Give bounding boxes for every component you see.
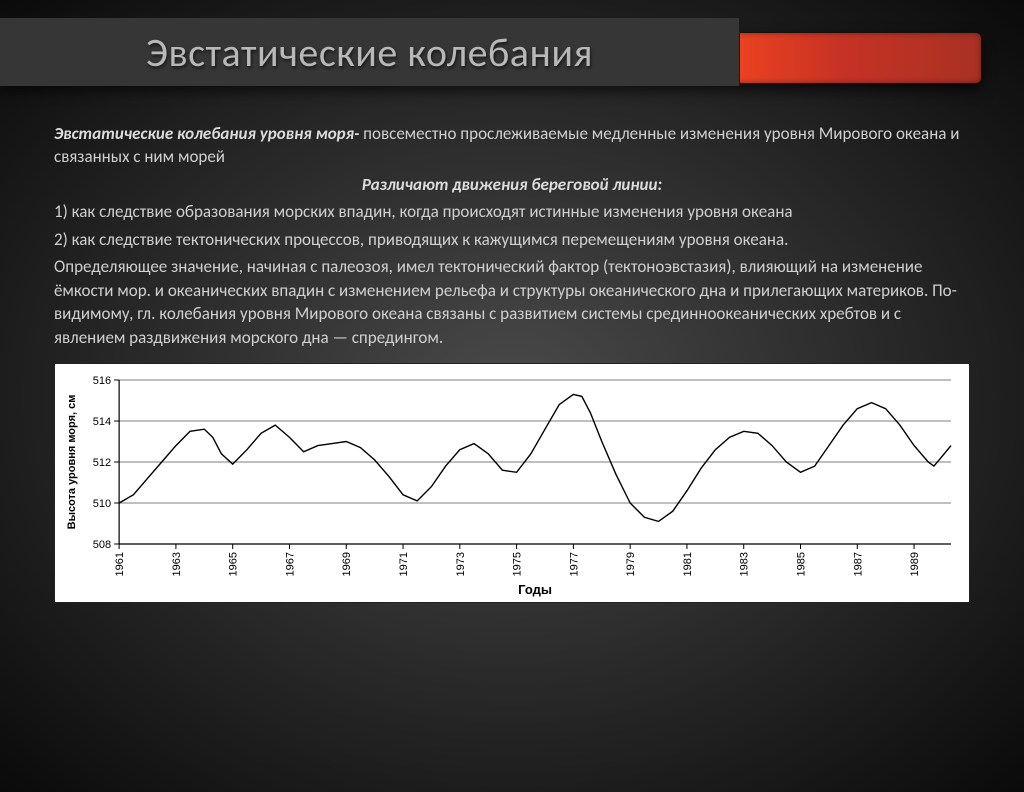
svg-text:1983: 1983 <box>739 552 751 576</box>
chart-container: 508 510 512 514 516 1961 1963 1965 1967 1969 1971 1… <box>54 363 970 603</box>
intro-paragraph: Эвстатические колебания уровня моря- пов… <box>54 122 970 169</box>
svg-text:1965: 1965 <box>228 552 240 576</box>
svg-text:1963: 1963 <box>171 552 183 576</box>
svg-text:1987: 1987 <box>852 552 864 576</box>
title-cover: Эвстатические колебания <box>0 18 740 86</box>
svg-text:514: 514 <box>93 416 111 428</box>
svg-text:Высота уровня моря, см: Высота уровня моря, см <box>66 395 78 530</box>
svg-text:1979: 1979 <box>625 552 637 576</box>
svg-text:1989: 1989 <box>909 552 921 576</box>
svg-text:1971: 1971 <box>398 552 410 576</box>
svg-text:516: 516 <box>93 375 111 387</box>
svg-text:1985: 1985 <box>796 552 808 576</box>
svg-text:1977: 1977 <box>568 552 580 576</box>
svg-text:1981: 1981 <box>682 552 694 576</box>
svg-text:510: 510 <box>93 498 111 510</box>
svg-text:1969: 1969 <box>341 552 353 576</box>
subheader: Различают движения береговой линии: <box>54 173 970 196</box>
svg-text:1973: 1973 <box>455 552 467 576</box>
svg-text:Годы: Годы <box>518 582 552 597</box>
svg-text:508: 508 <box>93 539 111 551</box>
content-area: Эвстатические колебания уровня моря- пов… <box>0 96 1024 349</box>
sea-level-chart: 508 510 512 514 516 1961 1963 1965 1967 1969 1971 1… <box>61 370 963 600</box>
svg-text:1967: 1967 <box>284 552 296 576</box>
body-paragraph: Определяющее значение, начиная с палеозо… <box>54 255 970 349</box>
list-item-1: 1) как следствие образования морских впа… <box>54 200 970 223</box>
svg-text:512: 512 <box>93 457 111 469</box>
list-item-2: 2) как следствие тектонических процессов… <box>54 228 970 251</box>
slide-title: Эвстатические колебания <box>146 28 593 77</box>
title-band: Эвстатические колебания <box>0 24 1024 96</box>
svg-text:1975: 1975 <box>512 552 524 576</box>
intro-bold: Эвстатические колебания уровня моря- <box>54 123 363 144</box>
svg-text:1961: 1961 <box>114 552 126 576</box>
